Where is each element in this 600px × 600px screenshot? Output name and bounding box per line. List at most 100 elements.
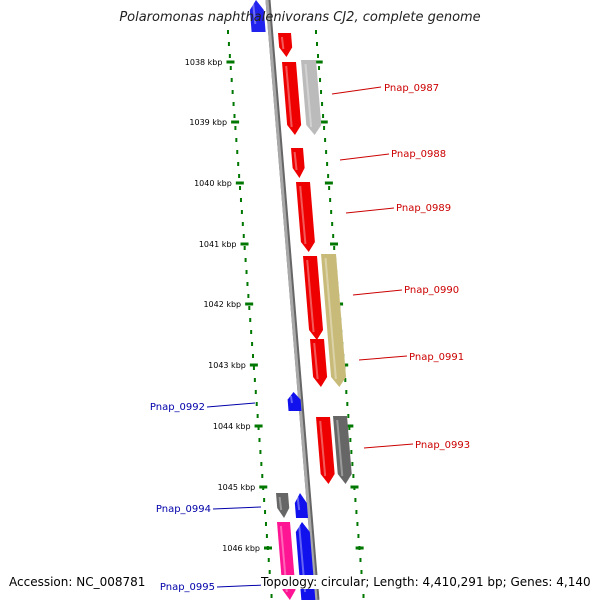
- ruler-dot-right: [362, 594, 365, 598]
- genome-summary-text: Topology: circular; Length: 4,410,291 bp…: [261, 575, 591, 589]
- ruler-tick-mark: [314, 60, 323, 64]
- ruler-dot-right: [320, 90, 323, 94]
- ruler-dot-right: [319, 78, 322, 82]
- ruler-tick-mark: [235, 181, 244, 185]
- gene-label: Pnap_0987: [384, 83, 439, 94]
- ruler-dot-left: [248, 306, 251, 310]
- tick-label: 1044 kbp: [213, 422, 251, 431]
- ruler-dot-right: [348, 426, 351, 430]
- genome-backbone: [265, 0, 320, 600]
- ruler-dot-right: [324, 138, 327, 142]
- gene-block-small-red-body: [278, 33, 293, 57]
- ruler-dot-right: [322, 114, 325, 118]
- ruler-dot-right: [323, 126, 326, 130]
- ruler-dot-left: [245, 270, 248, 274]
- gene-block-pnap-0991-body: [310, 339, 328, 387]
- ruler-dot-left: [230, 78, 233, 82]
- ruler-dot-right: [328, 186, 331, 190]
- ruler-dot-right: [329, 198, 332, 202]
- gene-block-pnap-0994-body: [294, 493, 309, 518]
- gene-block-top-blue: [249, 0, 266, 32]
- tick-label: 1046 kbp: [222, 544, 260, 553]
- gene-block-pnap-0992-highlight: [289, 395, 293, 404]
- ruler-dot-left: [231, 90, 234, 94]
- ruler-tick-mark: [245, 302, 254, 306]
- ruler-tick-mark: [254, 424, 263, 428]
- ruler-tick-mark: [226, 60, 235, 64]
- ruler-dot-left: [240, 210, 243, 214]
- ruler-dot-left: [239, 186, 242, 190]
- gene-features: [249, 0, 352, 600]
- gene-label: Pnap_0989: [396, 203, 451, 214]
- gene-leader-line: [331, 86, 382, 95]
- ruler-dot-right: [356, 522, 359, 526]
- ruler-dot-left: [246, 282, 249, 286]
- gene-label: Pnap_0991: [409, 352, 464, 363]
- ruler-dot-left: [227, 30, 229, 34]
- gene-block-pnap-0990-body: [303, 256, 324, 340]
- gene-leader-line: [212, 506, 262, 510]
- gene-block-pnap-0987-body: [282, 62, 302, 135]
- ruler-dot-right: [321, 102, 324, 106]
- gene-block-grey-b: [333, 416, 352, 484]
- ruler-dot-right: [352, 474, 355, 478]
- ruler-dot-left: [268, 570, 271, 574]
- ruler-tick-mark: [319, 120, 328, 124]
- gene-block-olive: [321, 254, 347, 387]
- gene-block-grey-c-body: [276, 493, 290, 518]
- gene-leader-line: [339, 153, 390, 161]
- gene-label: Pnap_0988: [391, 149, 446, 160]
- gene-block-pnap-0988-body: [291, 148, 305, 178]
- gene-label: Pnap_0992: [150, 402, 205, 413]
- ruler-dot-left: [264, 522, 267, 526]
- gene-block-pnap-0991: [310, 339, 328, 387]
- gene-block-top-blue-body: [249, 0, 266, 32]
- gene-label: Pnap_0990: [404, 285, 459, 296]
- map-title: Polaromonas naphthalenivorans CJ2, compl…: [119, 10, 481, 25]
- gene-label: Pnap_0993: [415, 440, 470, 451]
- gene-leader-line: [206, 402, 256, 408]
- ruler-dot-right: [316, 42, 319, 46]
- ruler-dot-right: [347, 414, 350, 418]
- ruler-dot-right: [332, 234, 335, 238]
- backbone-line: [265, 0, 318, 600]
- gene-block-pnap-0991-highlight: [313, 342, 319, 380]
- tick-label: 1042 kbp: [203, 300, 241, 309]
- ruler-dot-left: [243, 246, 246, 250]
- ruler-tick-mark: [240, 242, 249, 246]
- ruler-dot-left: [258, 438, 261, 442]
- tick-label: 1045 kbp: [218, 483, 256, 492]
- ruler-dot-right: [357, 534, 360, 538]
- gene-block-pnap-0989: [296, 182, 315, 252]
- gene-block-grey-c-highlight: [278, 496, 283, 511]
- ruler-ticks: 1038 kbp 1039 kbp 1040 kbp 1041 kbp 1042 kbp…: [185, 58, 364, 553]
- gene-label: Pnap_0995: [160, 582, 215, 593]
- tick-label: 1038 kbp: [185, 58, 223, 67]
- gene-block-pnap-0993-body: [316, 417, 335, 484]
- ruler-dot-left: [247, 294, 250, 298]
- gene-block-top-blue-highlight: [252, 3, 257, 25]
- gene-block-pnap-0992-body: [287, 392, 302, 411]
- ruler-dot-right: [317, 54, 320, 58]
- gene-block-grey-a-body: [301, 60, 322, 135]
- ruler-dot-right: [360, 570, 363, 574]
- gene-block-pnap-0990: [303, 256, 324, 340]
- gene-labels: Pnap_0987 Pnap_0988 Pnap_0989 Pnap_0990 Pnap…: [150, 83, 470, 593]
- gene-block-olive-body: [321, 254, 347, 387]
- ruler-dot-right: [349, 438, 352, 442]
- ruler-dot-left: [270, 594, 273, 598]
- ruler-dot-left: [241, 222, 244, 226]
- ruler-dot-right: [330, 210, 333, 214]
- ruler-dot-right: [318, 66, 321, 70]
- ruler-dot-left: [229, 66, 232, 70]
- gene-block-pnap-0988: [291, 148, 305, 178]
- ruler-dot-right: [344, 378, 347, 382]
- gene-block-pnap-0988-highlight: [293, 151, 298, 171]
- ruler-tick-mark: [249, 363, 258, 367]
- tick-label: 1039 kbp: [189, 118, 227, 127]
- gene-block-olive-highlight: [324, 257, 337, 380]
- gene-block-pnap-0993-highlight: [319, 420, 327, 477]
- gene-block-grey-b-highlight: [336, 419, 344, 477]
- gene-block-small-red: [278, 33, 293, 57]
